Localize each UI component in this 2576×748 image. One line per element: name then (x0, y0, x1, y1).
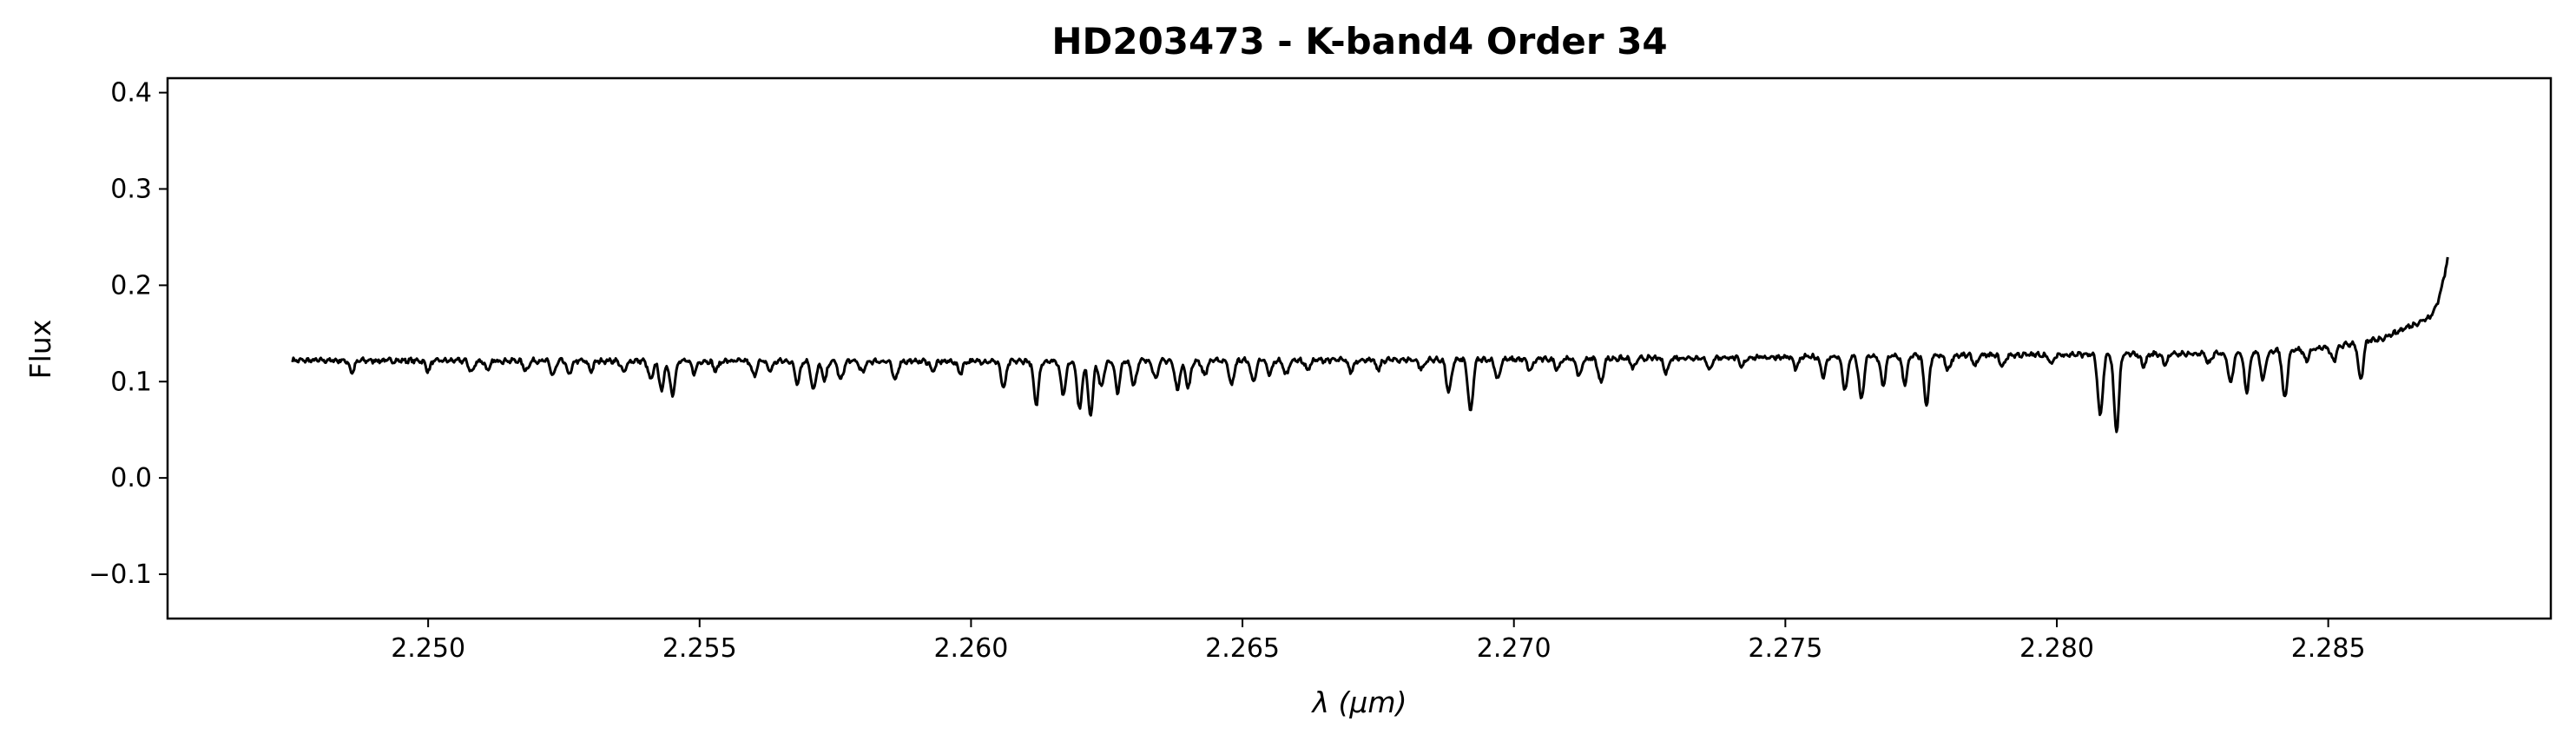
axes-frame (166, 76, 2553, 620)
x-tick-label: 2.275 (1748, 633, 1822, 664)
y-tick-label: 0.4 (110, 78, 152, 109)
x-tick-label: 2.265 (1205, 633, 1280, 664)
x-axis-ticks: 2.250 2.255 2.260 2.265 2.270 2.275 2.280 2.285 (391, 619, 2366, 664)
x-axis-label: λ (μm) (1311, 685, 1407, 719)
spectrum-line (291, 256, 2449, 434)
y-tick-label: 0.1 (110, 367, 152, 397)
y-tick-label: 0.3 (110, 175, 152, 205)
x-tick-label: 2.255 (662, 633, 737, 664)
x-tick-label: 2.285 (2291, 633, 2366, 664)
x-tick-label: 2.280 (2019, 633, 2094, 664)
x-tick-label: 2.250 (391, 633, 465, 664)
y-tick-label: 0.0 (110, 463, 152, 493)
x-tick-label: 2.270 (1477, 633, 1552, 664)
y-tick-label: −0.1 (89, 559, 152, 590)
y-tick-label: 0.2 (110, 270, 152, 301)
x-tick-label: 2.260 (933, 633, 1008, 664)
y-axis-label: Flux (23, 320, 57, 380)
chart-title: HD203473 - K-band4 Order 34 (1051, 20, 1667, 63)
y-axis-ticks: −0.1 0.0 0.1 0.2 0.3 0.4 (89, 78, 168, 590)
